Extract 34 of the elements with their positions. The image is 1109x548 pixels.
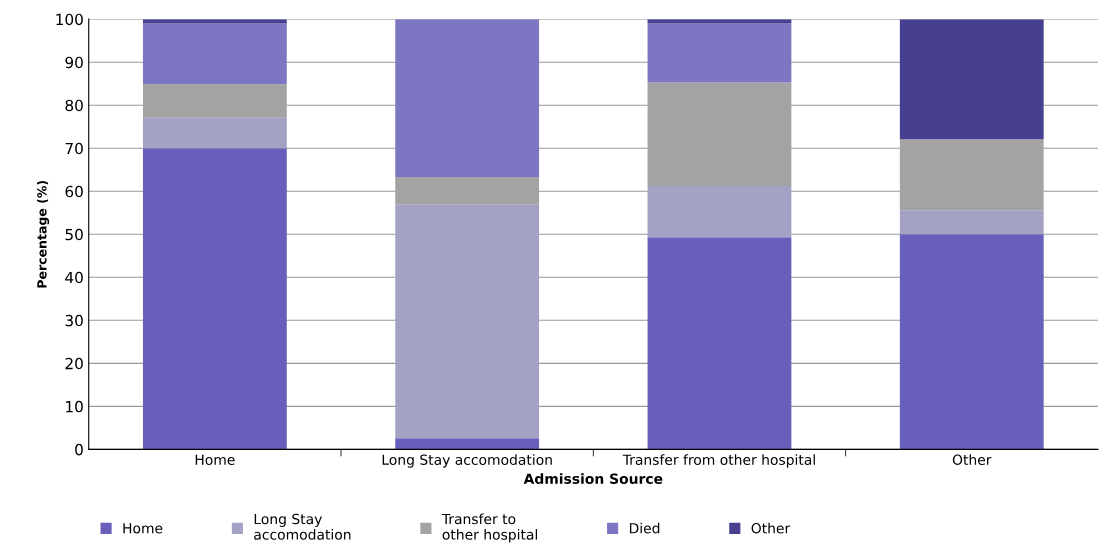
- y-tick-label: 0: [75, 443, 83, 456]
- y-tick-label: 100: [56, 13, 83, 26]
- bar: [142, 148, 287, 450]
- bar: [899, 210, 1044, 235]
- bar: [395, 438, 540, 450]
- y-tick-label: 50: [65, 228, 83, 241]
- x-tick-label: Transfer from other hospital: [622, 454, 815, 468]
- y-tick-label: 70: [65, 142, 83, 155]
- x-tick-label: Long Stay accomodation: [382, 454, 552, 468]
- y-tick-label: 10: [66, 400, 83, 413]
- bar: [142, 117, 287, 149]
- y-tick-label: 40: [65, 271, 83, 284]
- bar: [395, 19, 540, 178]
- legend-label: Home: [123, 523, 163, 534]
- bar: [899, 234, 1044, 450]
- y-axis-title: Percentage (%): [36, 180, 50, 288]
- x-tick-label: Other: [952, 454, 992, 465]
- legend-label: Died: [629, 522, 660, 534]
- y-tick-label: 20: [65, 357, 83, 370]
- legend-label: Transfer to other hospital: [441, 513, 538, 543]
- y-tick-label: 80: [65, 99, 83, 112]
- bar: [899, 19, 1044, 140]
- x-tick-label: Home: [195, 454, 235, 465]
- bar: [647, 23, 792, 83]
- x-axis-title: Admission Source: [523, 473, 663, 484]
- bar: [647, 186, 792, 238]
- bar: [647, 237, 792, 450]
- y-tick-label: 30: [65, 314, 83, 327]
- y-tick-label: 60: [65, 185, 83, 198]
- bar: [395, 204, 540, 439]
- legend-label: Other: [751, 522, 791, 534]
- bar: [142, 23, 287, 85]
- legend-label: Long Stay accomodation: [254, 513, 351, 540]
- y-tick-label: 90: [65, 56, 83, 69]
